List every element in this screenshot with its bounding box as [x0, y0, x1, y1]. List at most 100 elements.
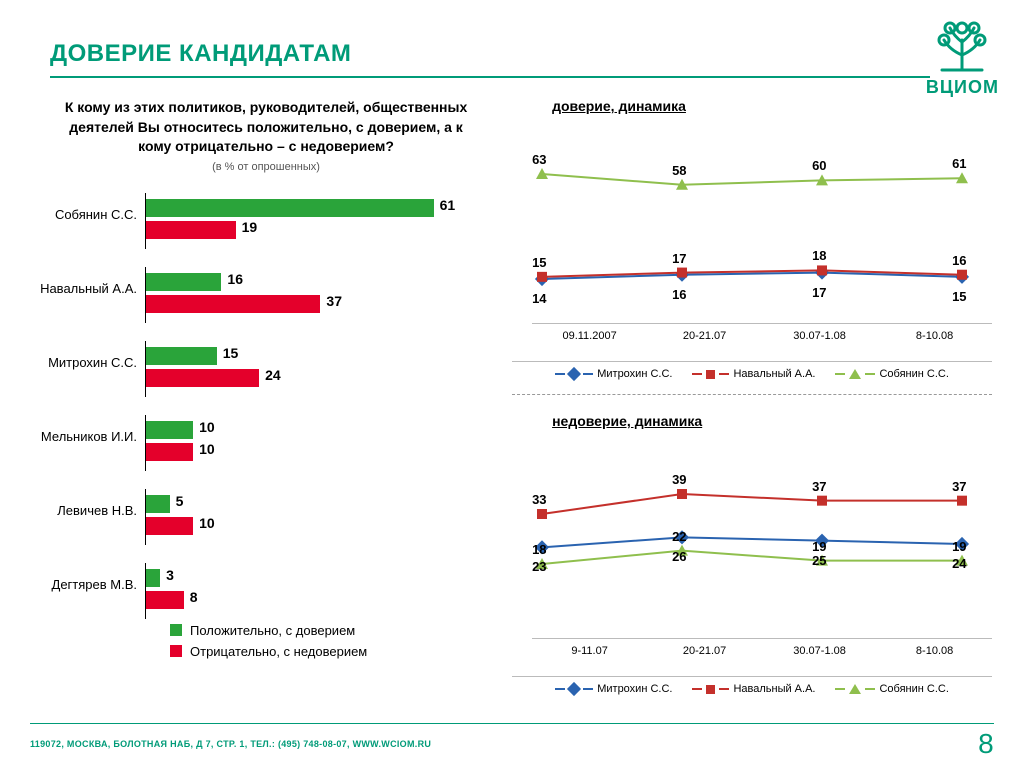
- x-tick: 20-21.07: [650, 330, 760, 342]
- bar-positive-value: 3: [166, 567, 174, 583]
- data-point-label: 18: [532, 542, 546, 557]
- bar-positive-value: 5: [176, 493, 184, 509]
- bar-negative: [146, 221, 236, 239]
- data-point-label: 63: [532, 152, 546, 167]
- legend-label: Собянин С.С.: [879, 368, 948, 380]
- chart-divider: [512, 394, 992, 395]
- distrust-chart-title: недоверие, динамика: [552, 413, 994, 429]
- survey-question: К кому из этих политиков, руководителей,…: [30, 98, 502, 157]
- bar-row: Дегтярев М.В.38: [30, 563, 502, 619]
- data-point-label: 15: [532, 255, 546, 270]
- bar-area: 1637: [145, 267, 502, 323]
- candidate-label: Навальный А.А.: [30, 267, 145, 296]
- bar-area: 1524: [145, 341, 502, 397]
- x-tick: 30.07-1.08: [765, 645, 875, 657]
- bar-chart: Собянин С.С.6119Навальный А.А.1637Митрох…: [30, 193, 502, 613]
- data-point-label: 19: [812, 539, 826, 554]
- legend-label: Митрохин С.С.: [597, 368, 672, 380]
- logo: ВЦИОМ: [926, 20, 999, 98]
- bar-positive-value: 61: [440, 197, 456, 213]
- legend-item: Навальный А.А.: [692, 368, 815, 380]
- legend-positive: Положительно, с доверием: [170, 623, 502, 638]
- bar-positive-value: 15: [223, 345, 239, 361]
- data-point-label: 24: [952, 556, 966, 571]
- legend-label: Навальный А.А.: [733, 368, 815, 380]
- data-point-label: 60: [812, 158, 826, 173]
- bar-positive: [146, 273, 221, 291]
- bar-positive: [146, 347, 217, 365]
- data-point-label: 33: [532, 492, 546, 507]
- x-axis: 9-11.07 20-21.07 30.07-1.08 8-10.08: [532, 638, 992, 657]
- logo-text: ВЦИОМ: [926, 77, 999, 98]
- legend-negative: Отрицательно, с недоверием: [170, 644, 502, 659]
- legend-label: Навальный А.А.: [733, 683, 815, 695]
- candidate-label: Левичев Н.В.: [30, 489, 145, 518]
- bar-area: 38: [145, 563, 502, 619]
- data-point-label: 23: [532, 559, 546, 574]
- x-tick: 30.07-1.08: [765, 330, 875, 342]
- survey-subnote: (в % от опрошенных): [30, 161, 502, 173]
- bar-negative-value: 8: [190, 589, 198, 605]
- bar-row: Мельников И.И.1010: [30, 415, 502, 471]
- data-point-label: 16: [672, 287, 686, 302]
- legend-positive-label: Положительно, с доверием: [190, 623, 355, 638]
- legend-label: Собянин С.С.: [879, 683, 948, 695]
- bar-negative: [146, 295, 320, 313]
- legend-negative-label: Отрицательно, с недоверием: [190, 644, 367, 659]
- bar-negative: [146, 369, 259, 387]
- trust-line-chart: 14161715151718166358606109.11.200720-21.…: [512, 129, 992, 384]
- bar-negative: [146, 443, 193, 461]
- legend-item: Собянин С.С.: [835, 368, 948, 380]
- footer-address: 119072, МОСКВА, БОЛОТНАЯ НАБ, Д 7, СТР. …: [30, 739, 431, 749]
- data-point-label: 39: [672, 472, 686, 487]
- x-tick: 20-21.07: [650, 645, 760, 657]
- bar-row: Левичев Н.В.510: [30, 489, 502, 545]
- data-point-label: 18: [812, 248, 826, 263]
- bar-positive-value: 10: [199, 419, 215, 435]
- candidate-label: Митрохин С.С.: [30, 341, 145, 370]
- footer: 119072, МОСКВА, БОЛОТНАЯ НАБ, Д 7, СТР. …: [30, 723, 994, 760]
- data-point-label: 16: [952, 253, 966, 268]
- x-tick: 9-11.07: [535, 645, 645, 657]
- bar-negative-value: 10: [199, 441, 215, 457]
- x-axis: 09.11.2007 20-21.07 30.07-1.08 8-10.08: [532, 323, 992, 342]
- candidate-label: Собянин С.С.: [30, 193, 145, 222]
- bar-positive: [146, 495, 170, 513]
- legend-item: Навальный А.А.: [692, 683, 815, 695]
- data-point-label: 61: [952, 156, 966, 171]
- bar-area: 1010: [145, 415, 502, 471]
- bar-row: Митрохин С.С.1524: [30, 341, 502, 397]
- bar-area: 510: [145, 489, 502, 545]
- x-tick: 8-10.08: [880, 330, 990, 342]
- data-point-label: 17: [812, 285, 826, 300]
- data-point-label: 19: [952, 539, 966, 554]
- data-point-label: 25: [812, 553, 826, 568]
- x-tick: 09.11.2007: [535, 330, 645, 342]
- data-point-label: 15: [952, 289, 966, 304]
- bar-row: Собянин С.С.6119: [30, 193, 502, 249]
- bar-area: 6119: [145, 193, 502, 249]
- distrust-line-chart: 23 26 25 24 33 39 37 37 18 22 19 19 9-11.07 20-21.07 3…: [512, 444, 992, 699]
- legend-item: Собянин С.С.: [835, 683, 948, 695]
- page-number: 8: [978, 728, 994, 760]
- page-title: ДОВЕРИЕ КАНДИДАТАМ: [50, 40, 1024, 68]
- bar-positive-value: 16: [227, 271, 243, 287]
- legend-item: Митрохин С.С.: [555, 683, 672, 695]
- bar-row: Навальный А.А.1637: [30, 267, 502, 323]
- x-tick: 8-10.08: [880, 645, 990, 657]
- line-legend: Митрохин С.С. Навальный А.А. Собянин С.С.: [512, 676, 992, 699]
- bar-positive: [146, 421, 193, 439]
- data-point-label: 26: [672, 549, 686, 564]
- data-point-label: 22: [672, 529, 686, 544]
- line-legend: Митрохин С.С. Навальный А.А. Собянин С.С.: [512, 361, 992, 384]
- bar-negative: [146, 591, 184, 609]
- bar-negative-value: 24: [265, 367, 281, 383]
- bar-negative-value: 37: [326, 293, 342, 309]
- data-point-label: 37: [812, 479, 826, 494]
- data-point-label: 58: [672, 163, 686, 178]
- legend-item: Митрохин С.С.: [555, 368, 672, 380]
- data-point-label: 37: [952, 479, 966, 494]
- bar-positive: [146, 569, 160, 587]
- legend-label: Митрохин С.С.: [597, 683, 672, 695]
- data-point-label: 14: [532, 291, 546, 306]
